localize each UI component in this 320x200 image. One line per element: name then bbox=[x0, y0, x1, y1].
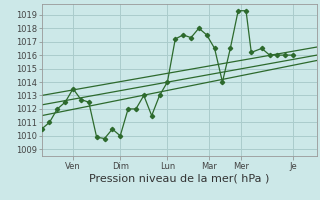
X-axis label: Pression niveau de la mer( hPa ): Pression niveau de la mer( hPa ) bbox=[89, 173, 269, 183]
